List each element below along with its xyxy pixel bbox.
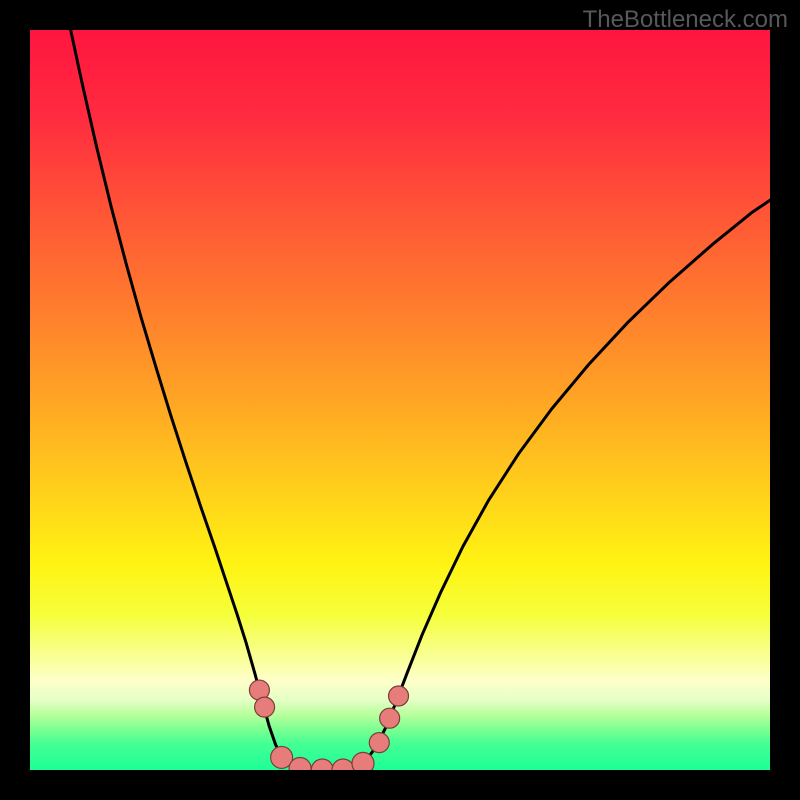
gradient-background bbox=[30, 30, 770, 770]
stage: TheBottleneck.com bbox=[0, 0, 800, 800]
marker-dot bbox=[389, 686, 409, 706]
watermark-label: TheBottleneck.com bbox=[583, 6, 788, 34]
marker-dot bbox=[352, 752, 374, 770]
marker-dot bbox=[255, 697, 275, 717]
bottleneck-chart bbox=[30, 30, 770, 770]
marker-dot bbox=[380, 708, 400, 728]
marker-dot bbox=[369, 733, 389, 753]
